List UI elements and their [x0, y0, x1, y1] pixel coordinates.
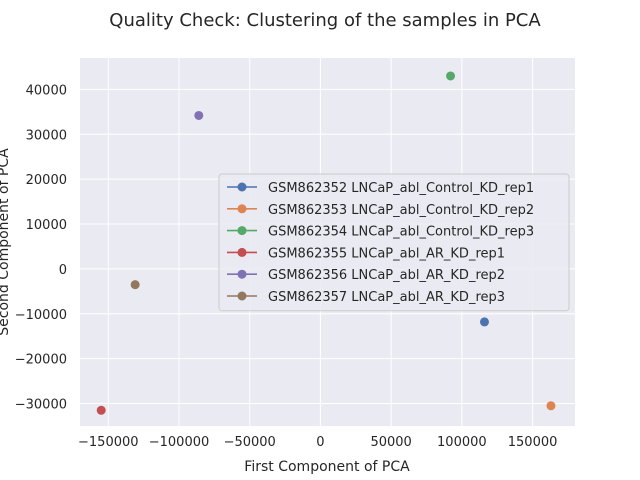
x-tick-label: −150000: [78, 435, 139, 450]
legend-marker: [237, 247, 247, 257]
data-point: [130, 280, 140, 290]
data-point: [446, 71, 456, 81]
legend-marker: [237, 204, 247, 214]
x-axis-label: First Component of PCA: [244, 459, 410, 475]
data-point: [96, 405, 106, 415]
x-tick-label: 0: [316, 435, 324, 450]
legend-entry: GSM862354 LNCaP_abl_Control_KD_rep3: [268, 225, 534, 240]
x-tick-labels: −150000 −100000 −50000 0 50000 100000 150000: [78, 435, 557, 450]
x-tick-label: 150000: [508, 435, 558, 450]
x-tick-label: −50000: [224, 435, 276, 450]
data-point: [479, 317, 489, 327]
y-tick-labels: −30000 −20000 −10000 0 10000 20000 30000 40000: [15, 83, 67, 412]
legend-entry: GSM862353 LNCaP_abl_Control_KD_rep2: [268, 203, 534, 218]
legend-box: [218, 173, 570, 312]
legend-marker: [237, 269, 247, 279]
y-tick-label: 10000: [26, 218, 67, 233]
legend-entry: GSM862352 LNCaP_abl_Control_KD_rep1: [268, 181, 534, 196]
legend-entry: GSM862357 LNCaP_abl_AR_KD_rep3: [268, 290, 505, 305]
data-points: [96, 71, 556, 415]
legend-marker: [237, 226, 247, 236]
y-tick-label: −20000: [15, 353, 67, 368]
legend-entry: GSM862355 LNCaP_abl_AR_KD_rep1: [268, 246, 505, 261]
y-axis-label: Second Component of PCA: [0, 148, 12, 336]
y-tick-label: −10000: [15, 308, 67, 323]
x-tick-label: 50000: [370, 435, 411, 450]
legend-entry: GSM862356 LNCaP_abl_AR_KD_rep2: [268, 268, 505, 283]
chart-title: Quality Check: Clustering of the samples…: [109, 10, 541, 31]
x-tick-label: 100000: [437, 435, 487, 450]
y-tick-label: 0: [59, 263, 67, 278]
data-point: [194, 110, 204, 120]
y-tick-label: 20000: [26, 173, 67, 188]
data-point: [546, 401, 556, 411]
y-tick-label: 30000: [26, 128, 67, 143]
x-tick-label: −100000: [149, 435, 210, 450]
y-tick-label: 40000: [26, 83, 67, 98]
legend: GSM862352 LNCaP_abl_Control_KD_rep1 GSM86…: [218, 173, 570, 312]
legend-marker: [237, 182, 247, 192]
legend-marker: [237, 291, 247, 301]
y-tick-label: −30000: [15, 398, 67, 413]
